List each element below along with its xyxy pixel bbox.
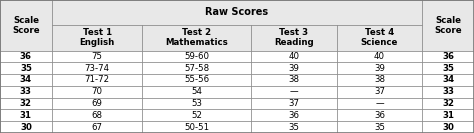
- Text: 50-51: 50-51: [184, 123, 210, 132]
- Text: 53: 53: [191, 99, 202, 108]
- Bar: [422, 74, 474, 86]
- Text: 33: 33: [20, 87, 32, 96]
- Bar: [337, 51, 422, 62]
- Bar: [0, 109, 52, 121]
- Bar: [52, 51, 143, 62]
- Text: —: —: [290, 87, 298, 96]
- Text: 54: 54: [191, 87, 202, 96]
- Text: Test 1
English: Test 1 English: [80, 28, 115, 47]
- Bar: [143, 98, 251, 109]
- Text: 31: 31: [20, 111, 32, 120]
- Text: 30: 30: [20, 123, 32, 132]
- Text: —: —: [375, 99, 384, 108]
- Bar: [337, 74, 422, 86]
- Text: 31: 31: [442, 111, 454, 120]
- Bar: [251, 25, 337, 51]
- Bar: [143, 62, 251, 74]
- Text: 75: 75: [91, 52, 103, 61]
- Text: Scale
Score: Scale Score: [434, 16, 462, 35]
- Text: 35: 35: [289, 123, 300, 132]
- Bar: [251, 86, 337, 98]
- Bar: [422, 86, 474, 98]
- Text: 38: 38: [289, 76, 300, 84]
- Bar: [143, 121, 251, 133]
- Text: 30: 30: [442, 123, 454, 132]
- Bar: [143, 25, 251, 51]
- Bar: [422, 51, 474, 62]
- Text: 39: 39: [374, 64, 385, 73]
- Bar: [52, 109, 143, 121]
- Text: 71-72: 71-72: [84, 76, 109, 84]
- Text: 35: 35: [20, 64, 32, 73]
- Text: 73-74: 73-74: [84, 64, 109, 73]
- Bar: [0, 0, 52, 51]
- Text: 52: 52: [191, 111, 202, 120]
- Bar: [337, 98, 422, 109]
- Text: Test 2
Mathematics: Test 2 Mathematics: [165, 28, 228, 47]
- Text: 36: 36: [289, 111, 300, 120]
- Bar: [337, 62, 422, 74]
- Text: 39: 39: [289, 64, 300, 73]
- Bar: [52, 74, 143, 86]
- Bar: [0, 98, 52, 109]
- Text: 32: 32: [442, 99, 454, 108]
- Text: 57-58: 57-58: [184, 64, 210, 73]
- Text: 36: 36: [442, 52, 454, 61]
- Bar: [143, 86, 251, 98]
- Text: 38: 38: [374, 76, 385, 84]
- Text: Raw Scores: Raw Scores: [205, 7, 269, 17]
- Bar: [422, 62, 474, 74]
- Text: Scale
Score: Scale Score: [12, 16, 40, 35]
- Text: 34: 34: [442, 76, 454, 84]
- Text: 36: 36: [374, 111, 385, 120]
- Bar: [0, 74, 52, 86]
- Text: 68: 68: [91, 111, 103, 120]
- Bar: [0, 121, 52, 133]
- Bar: [422, 98, 474, 109]
- Text: 70: 70: [91, 87, 103, 96]
- Text: 34: 34: [20, 76, 32, 84]
- Bar: [0, 86, 52, 98]
- Text: 55-56: 55-56: [184, 76, 210, 84]
- Bar: [337, 109, 422, 121]
- Text: 32: 32: [20, 99, 32, 108]
- Text: Test 3
Reading: Test 3 Reading: [274, 28, 314, 47]
- Bar: [251, 121, 337, 133]
- Bar: [52, 25, 143, 51]
- Bar: [143, 74, 251, 86]
- Bar: [52, 0, 422, 25]
- Bar: [0, 51, 52, 62]
- Bar: [337, 121, 422, 133]
- Text: 67: 67: [91, 123, 103, 132]
- Text: 35: 35: [442, 64, 454, 73]
- Bar: [0, 62, 52, 74]
- Bar: [251, 98, 337, 109]
- Bar: [251, 51, 337, 62]
- Bar: [337, 25, 422, 51]
- Bar: [337, 86, 422, 98]
- Text: 37: 37: [374, 87, 385, 96]
- Bar: [143, 51, 251, 62]
- Bar: [52, 62, 143, 74]
- Bar: [251, 74, 337, 86]
- Bar: [251, 109, 337, 121]
- Bar: [422, 0, 474, 51]
- Text: 36: 36: [20, 52, 32, 61]
- Text: 69: 69: [91, 99, 102, 108]
- Text: 40: 40: [289, 52, 300, 61]
- Bar: [52, 121, 143, 133]
- Bar: [52, 86, 143, 98]
- Bar: [52, 98, 143, 109]
- Bar: [251, 62, 337, 74]
- Text: 35: 35: [374, 123, 385, 132]
- Text: 40: 40: [374, 52, 385, 61]
- Text: 37: 37: [289, 99, 300, 108]
- Bar: [422, 109, 474, 121]
- Text: 59-60: 59-60: [184, 52, 210, 61]
- Bar: [422, 121, 474, 133]
- Text: 33: 33: [442, 87, 454, 96]
- Bar: [143, 109, 251, 121]
- Text: Test 4
Science: Test 4 Science: [361, 28, 398, 47]
